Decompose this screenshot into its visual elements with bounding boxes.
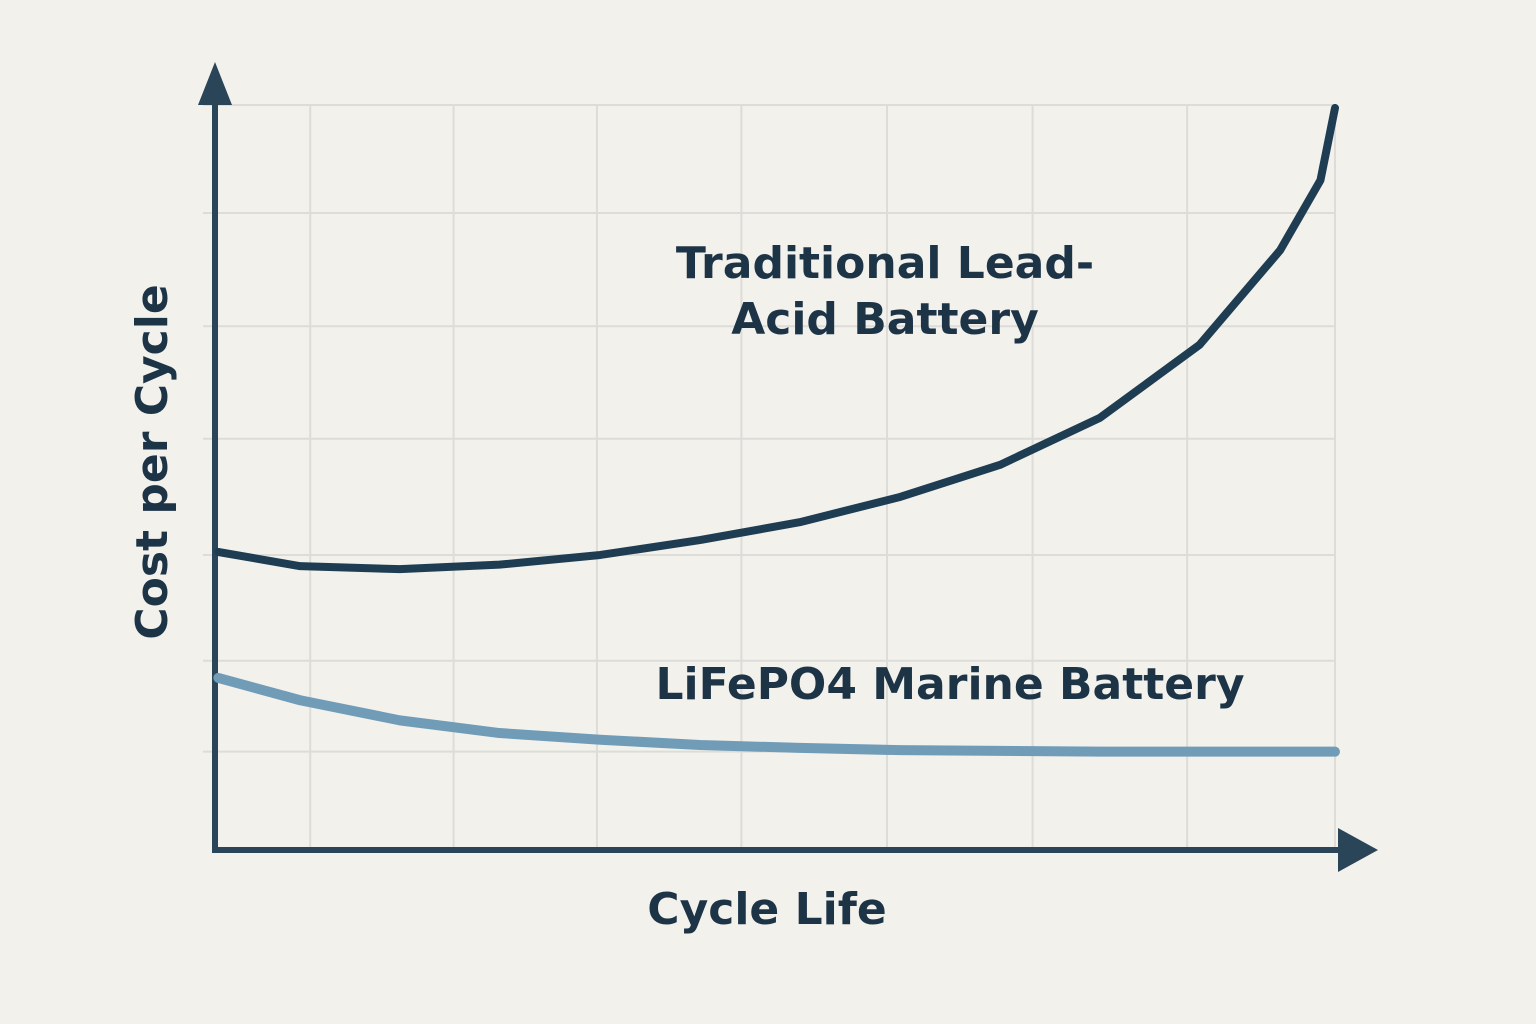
y-axis-label: Cost per Cycle <box>127 284 178 639</box>
x-axis-label: Cycle Life <box>647 884 886 935</box>
series-label: LiFePO4 Marine Battery <box>655 659 1245 710</box>
x-axis-arrow <box>1338 828 1378 872</box>
series-line <box>214 103 1339 574</box>
plot <box>198 62 1378 872</box>
series-label: Traditional Lead-Acid Battery <box>675 238 1095 345</box>
y-axis-arrow <box>198 62 232 105</box>
series-line <box>213 672 1340 757</box>
